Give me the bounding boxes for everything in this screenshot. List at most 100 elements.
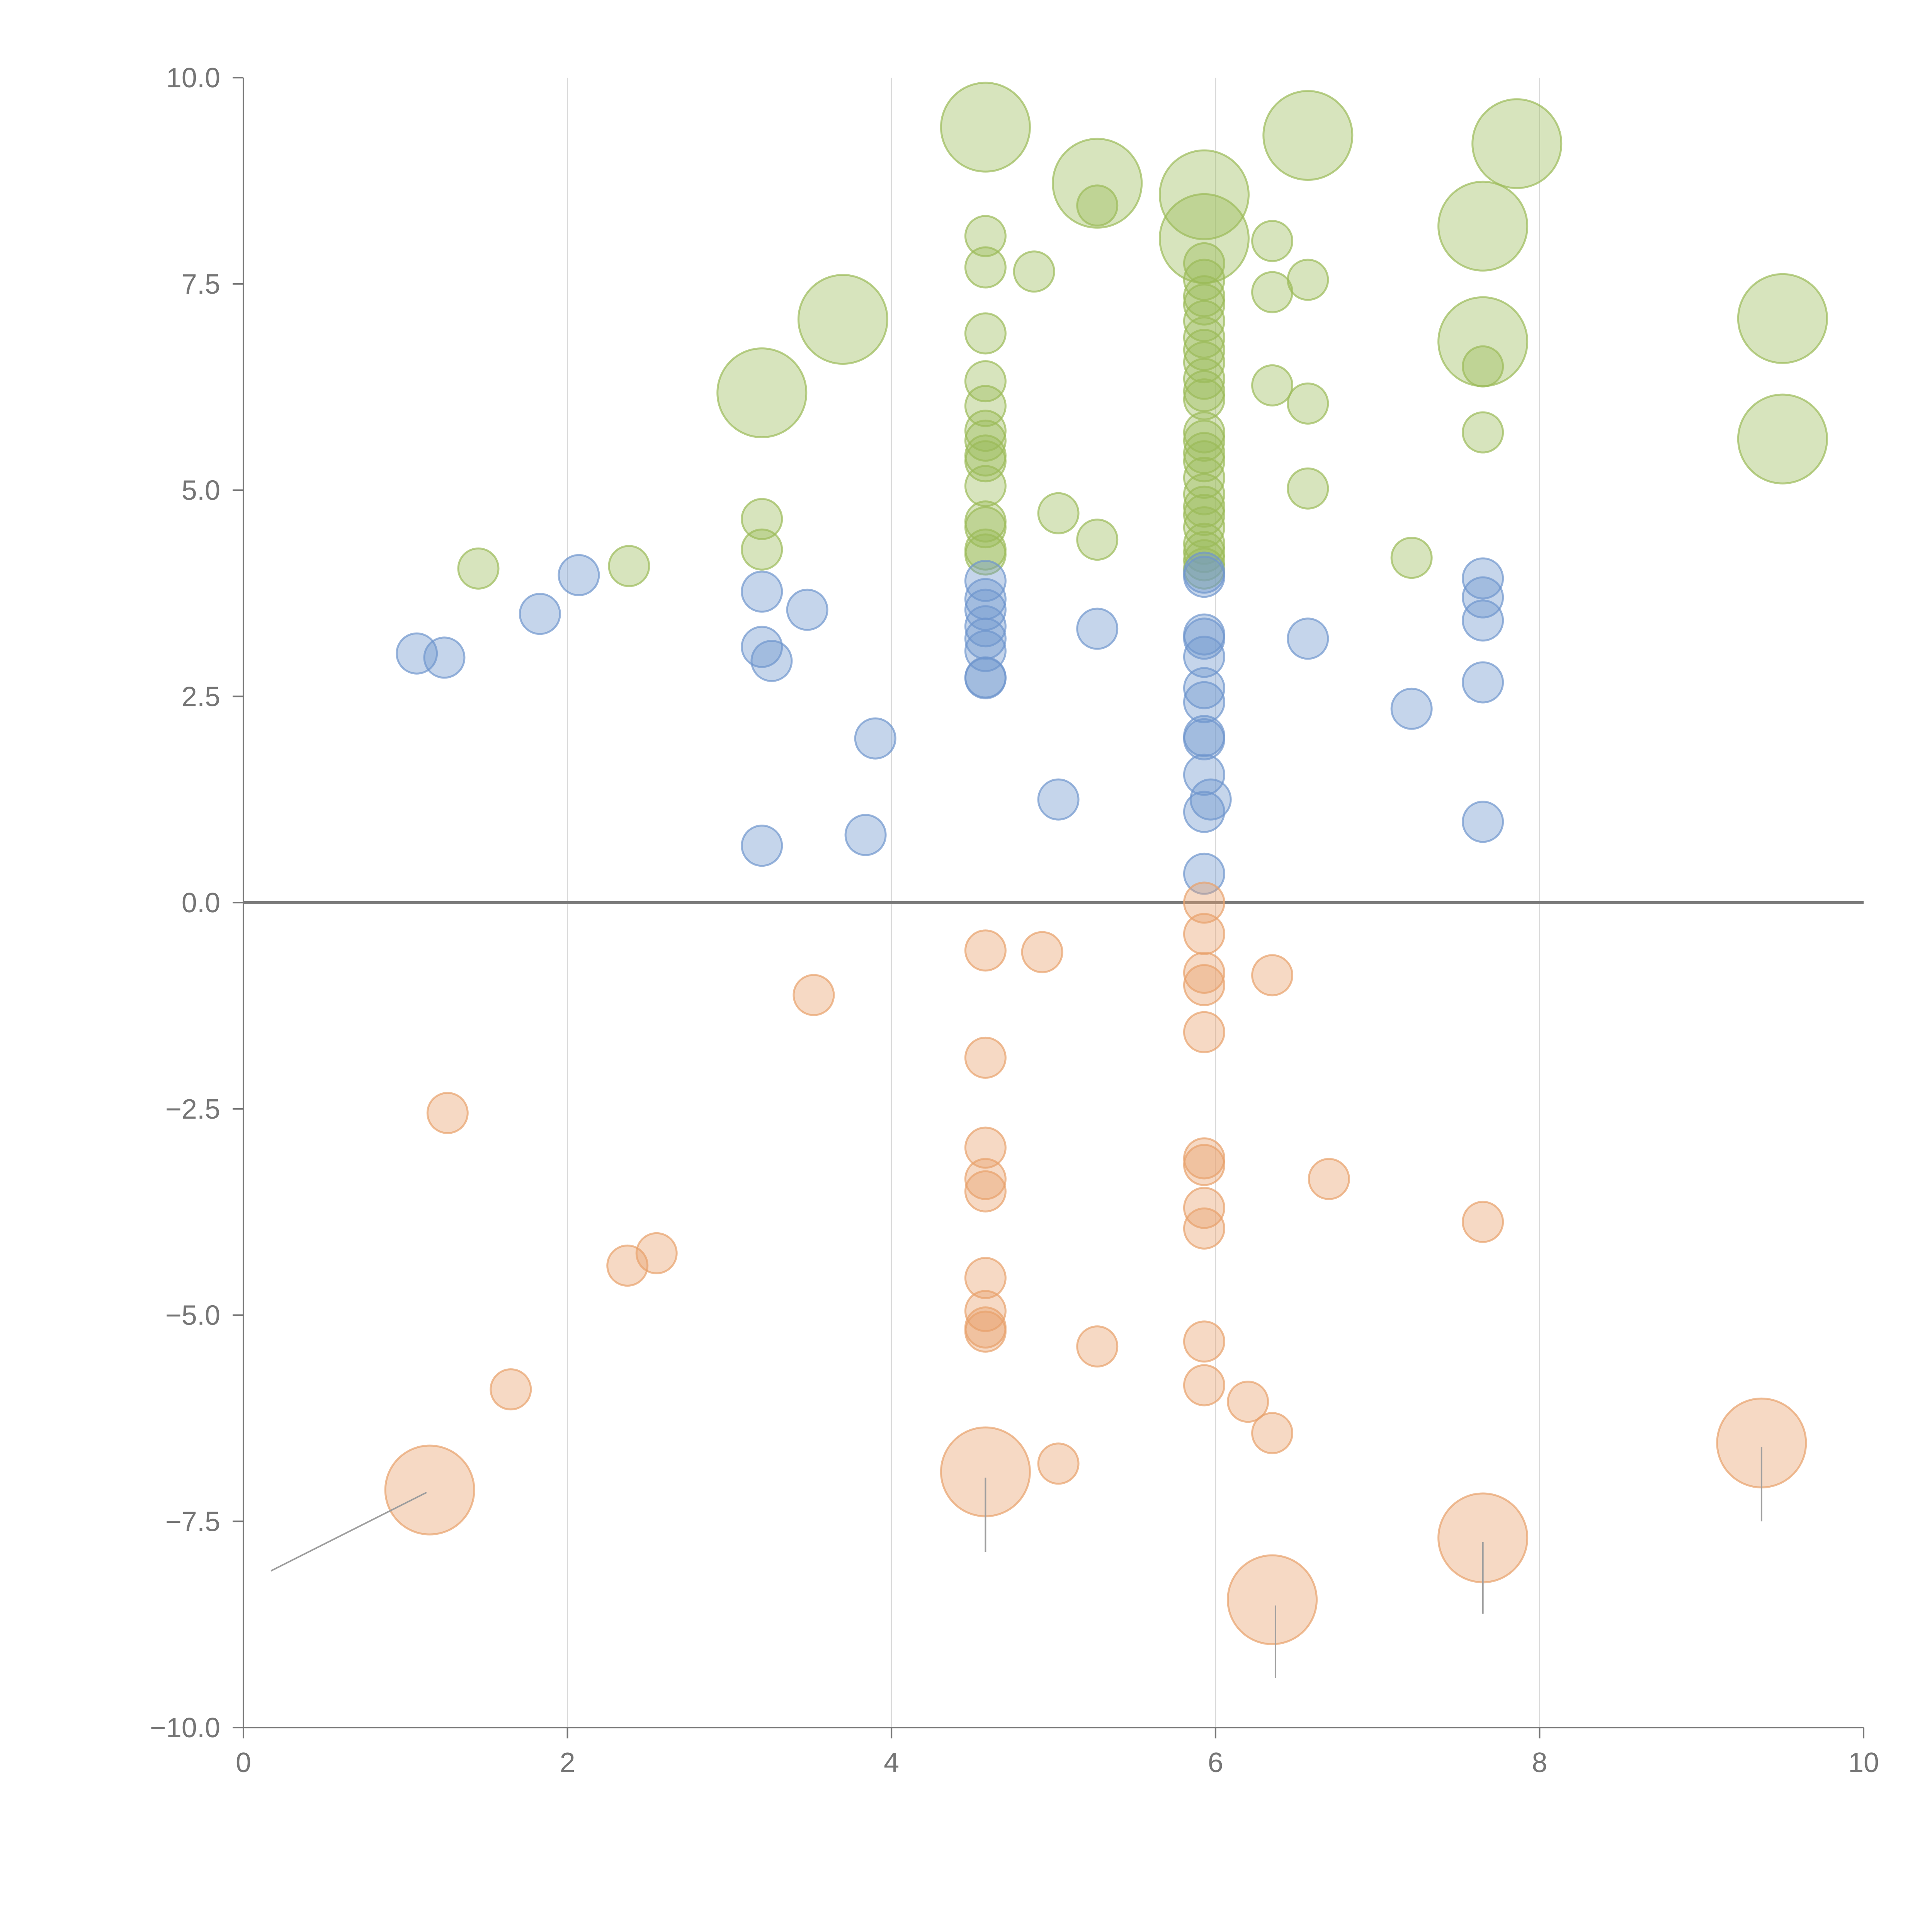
orange-point-2: [490, 1368, 532, 1411]
orange-point-20: [1183, 913, 1225, 955]
green-point-34: [1183, 329, 1225, 371]
green-point-10: [964, 360, 1007, 403]
blue-point-7: [741, 825, 783, 867]
annotation-leader-lines: [270, 1447, 1762, 1678]
axes: 0 2 4 6 8 10 10.0 7.5 5.0 2.5 0.0 −2.5 −5.0 −7.5 −10.0: [150, 63, 1879, 1778]
green-point-32: [1183, 300, 1225, 342]
blue-point-3: [558, 554, 600, 596]
green-point-21: [1013, 250, 1055, 293]
y-tick-label: 2.5: [182, 681, 220, 712]
green-point-46: [1183, 494, 1225, 536]
orange-point-0: [384, 1444, 475, 1536]
green-point-64: [1471, 98, 1563, 189]
blue-point-1: [423, 636, 466, 679]
green-point-43: [1183, 456, 1225, 499]
orange-point-7: [964, 1036, 1007, 1079]
green-point-38: [1183, 378, 1225, 421]
orange-point-5: [793, 974, 835, 1016]
y-tick-label: −5.0: [165, 1300, 220, 1331]
green-point-29: [1183, 259, 1225, 301]
green-point-62: [1462, 345, 1504, 388]
green-point-42: [1183, 440, 1225, 483]
blue-point-33: [1183, 852, 1225, 895]
blue-point-13: [964, 588, 1007, 631]
orange-point-28: [1183, 1320, 1225, 1363]
green-point-22: [1037, 492, 1080, 534]
orange-point-14: [964, 1310, 1007, 1353]
green-point-25: [1076, 519, 1119, 561]
orange-point-35: [1462, 1201, 1504, 1243]
x-tick-label: 8: [1532, 1747, 1547, 1778]
green-point-56: [1287, 259, 1329, 301]
green-point-7: [964, 215, 1007, 257]
orange-point-4: [635, 1232, 678, 1274]
blue-point-32: [1183, 791, 1225, 833]
y-tick-label: −7.5: [165, 1506, 220, 1537]
orange-point-6: [964, 929, 1007, 972]
orange-point-8: [964, 1126, 1007, 1169]
orange-point-11: [964, 1257, 1007, 1299]
blue-point-19: [1037, 778, 1080, 821]
green-point-33: [1183, 316, 1225, 359]
green-point-60: [1437, 180, 1529, 272]
x-tick-label: 2: [560, 1747, 575, 1778]
blue-point-36: [1462, 557, 1504, 600]
green-point-1: [608, 545, 650, 587]
blue-point-0: [396, 632, 438, 675]
blue-point-26: [1183, 667, 1225, 709]
orange-point-17: [1037, 1442, 1080, 1485]
blue-point-27: [1183, 681, 1225, 723]
y-tick-label: 7.5: [182, 269, 220, 300]
blue-point-34: [1287, 617, 1329, 660]
blue-point-8: [786, 588, 828, 631]
green-point-31: [1183, 283, 1225, 326]
orange-point-34: [1308, 1158, 1350, 1200]
orange-point-29: [1183, 1364, 1225, 1406]
blue-point-14: [964, 605, 1007, 648]
blue-point-6: [750, 639, 793, 682]
blue-point-29: [1183, 718, 1225, 760]
orange-point-22: [1183, 964, 1225, 1006]
orange-point-23: [1183, 1011, 1225, 1053]
blue-point-38: [1462, 599, 1504, 642]
orange-point-33: [1227, 1554, 1318, 1645]
blue-point-39: [1462, 661, 1504, 704]
leader-line-0: [270, 1492, 427, 1572]
orange-point-1: [426, 1092, 469, 1134]
x-tick-label: 6: [1208, 1747, 1223, 1778]
y-tick-label: 0.0: [182, 888, 220, 918]
blue-point-18: [964, 657, 1007, 699]
x-tick-label: 4: [884, 1747, 899, 1778]
green-point-59: [1390, 537, 1433, 579]
green-point-24: [1076, 184, 1119, 227]
blue-point-20: [1076, 607, 1119, 650]
orange-point-18: [1076, 1325, 1119, 1368]
green-point-65: [1737, 273, 1828, 364]
green-point-2: [741, 498, 783, 540]
orange-point-10: [964, 1170, 1007, 1213]
green-point-54: [1251, 364, 1294, 406]
green-point-52: [1251, 220, 1294, 262]
blue-point-24: [1183, 617, 1225, 660]
green-point-47: [1183, 506, 1225, 549]
orange-point-25: [1183, 1144, 1225, 1186]
green-point-16: [964, 465, 1007, 507]
data-points: [384, 82, 1828, 1645]
green-point-35: [1183, 341, 1225, 384]
green-point-63: [1462, 411, 1504, 454]
green-point-57: [1287, 382, 1329, 425]
x-tick-label: 10: [1848, 1747, 1879, 1778]
y-tick-label: −10.0: [150, 1713, 220, 1743]
orange-point-30: [1227, 1381, 1269, 1423]
blue-point-35: [1390, 687, 1433, 730]
blue-point-30: [1183, 753, 1225, 796]
green-point-6: [940, 82, 1031, 173]
green-point-11: [964, 385, 1007, 427]
blue-point-37: [1462, 576, 1504, 619]
green-point-15: [964, 440, 1007, 483]
green-point-8: [964, 246, 1007, 289]
blue-point-31: [1189, 778, 1232, 821]
blue-point-11: [964, 560, 1007, 602]
green-point-5: [797, 274, 888, 365]
